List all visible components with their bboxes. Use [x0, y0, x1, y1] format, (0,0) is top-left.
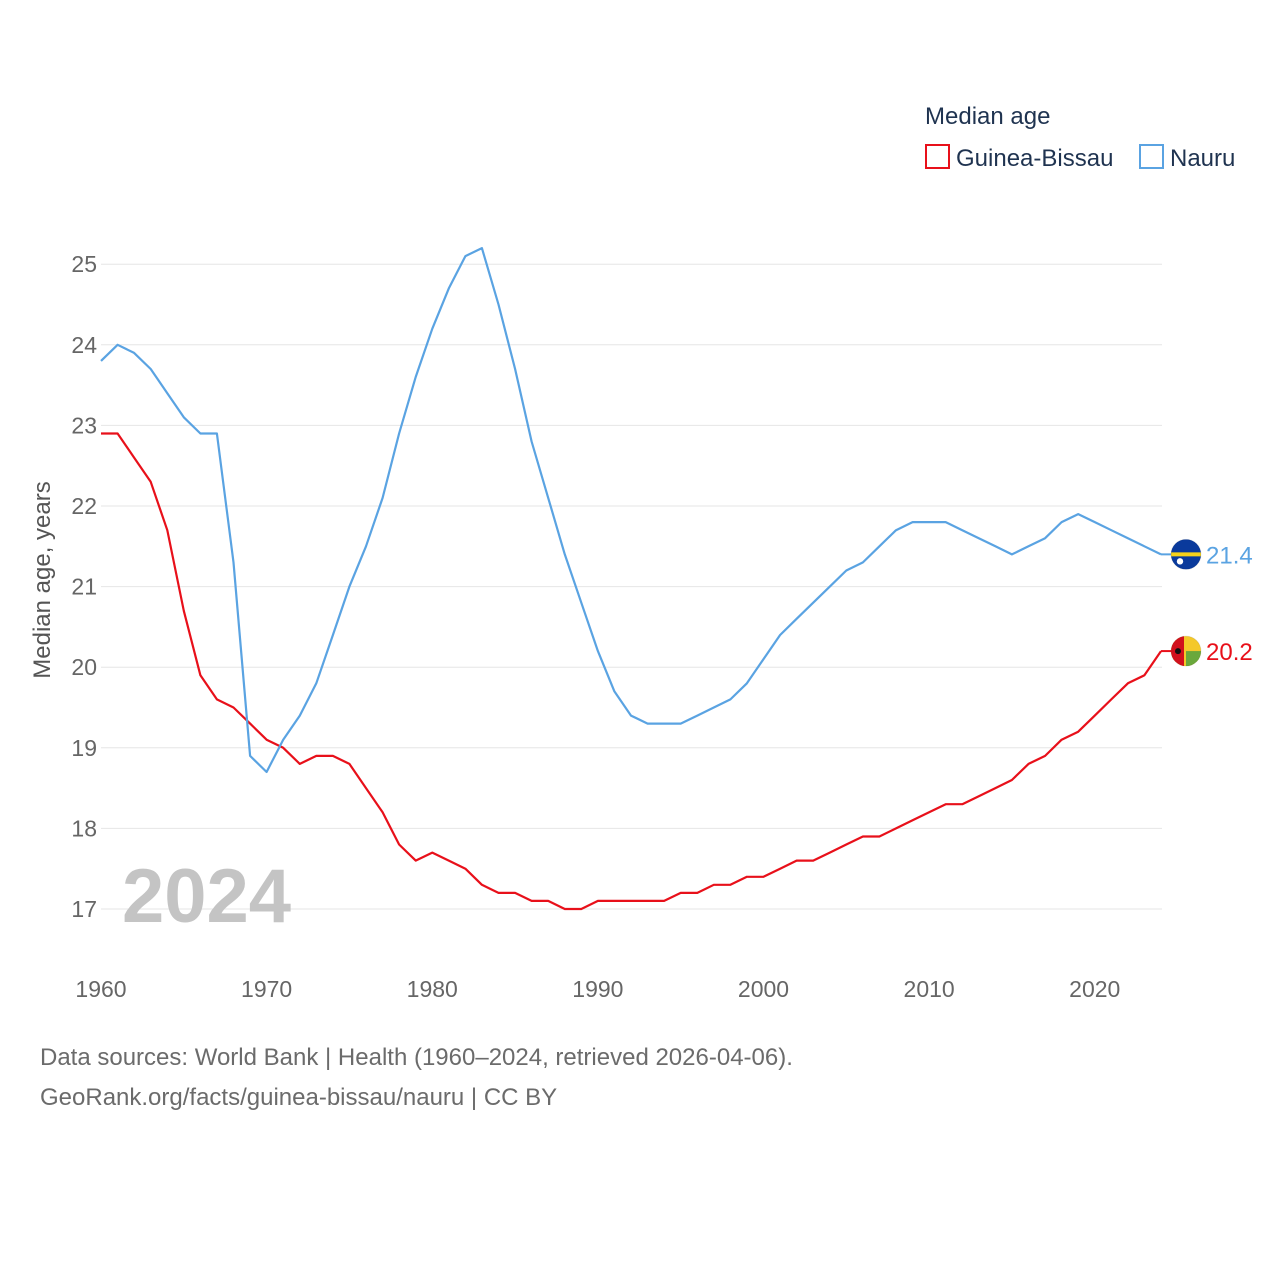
footer-attribution[interactable]: GeoRank.org/facts/guinea-bissau/nauru | … [40, 1084, 558, 1111]
series-line-nauru[interactable] [100, 247, 1162, 774]
x-tick-label-2010: 2010 [904, 976, 955, 1002]
x-tick-label-2000: 2000 [738, 976, 789, 1002]
footer-sources: Data sources: World Bank | Health (1960–… [40, 1044, 793, 1071]
year-watermark: 2024 [122, 854, 291, 939]
legend-item-nauru[interactable]: Nauru [1139, 144, 1235, 172]
x-axis-ticks: 1960 1970 1980 1990 2000 2010 2020 [75, 976, 1120, 1002]
guinea-bissau-flag-icon [1170, 635, 1202, 667]
legend: Median age Guinea-Bissau Nauru [925, 103, 1235, 172]
end-label-guinea-bissau: 20.2 [1206, 639, 1253, 666]
y-tick-label-25: 25 [71, 251, 97, 277]
y-tick-label-24: 24 [71, 332, 97, 358]
x-tick-label-1960: 1960 [75, 976, 126, 1002]
series-line-guinea-bissau[interactable] [101, 432, 1162, 911]
y-tick-label-19: 19 [71, 735, 97, 761]
x-tick-label-1980: 1980 [407, 976, 458, 1002]
x-tick-label-2020: 2020 [1069, 976, 1120, 1002]
y-tick-label-23: 23 [71, 412, 97, 438]
end-label-nauru: 21.4 [1206, 542, 1253, 569]
legend-swatch-guinea-bissau [925, 144, 950, 169]
gridlines [101, 263, 1162, 910]
x-tick-label-1970: 1970 [241, 976, 292, 1002]
end-markers: 20.2 21.4 [1161, 538, 1253, 667]
y-axis-title: Median age, years [29, 481, 56, 678]
legend-label-guinea-bissau: Guinea-Bissau [956, 145, 1113, 172]
y-tick-label-22: 22 [71, 493, 97, 519]
series-lines [100, 247, 1162, 911]
y-tick-label-17: 17 [71, 896, 97, 922]
legend-item-guinea-bissau[interactable]: Guinea-Bissau [925, 144, 1113, 172]
y-axis-ticks: 17 18 19 20 21 22 23 24 25 [71, 251, 97, 922]
y-tick-label-18: 18 [71, 815, 97, 841]
legend-label-nauru: Nauru [1170, 145, 1235, 172]
line-chart: 17 18 19 20 21 22 23 24 25 1960 1970 1980 1990 2000 2… [29, 103, 1253, 1002]
legend-swatch-nauru [1139, 144, 1164, 169]
y-tick-label-21: 21 [71, 574, 97, 600]
legend-title: Median age [925, 103, 1050, 130]
y-tick-label-20: 20 [71, 654, 97, 680]
x-tick-label-1990: 1990 [572, 976, 623, 1002]
nauru-flag-icon [1170, 538, 1202, 570]
